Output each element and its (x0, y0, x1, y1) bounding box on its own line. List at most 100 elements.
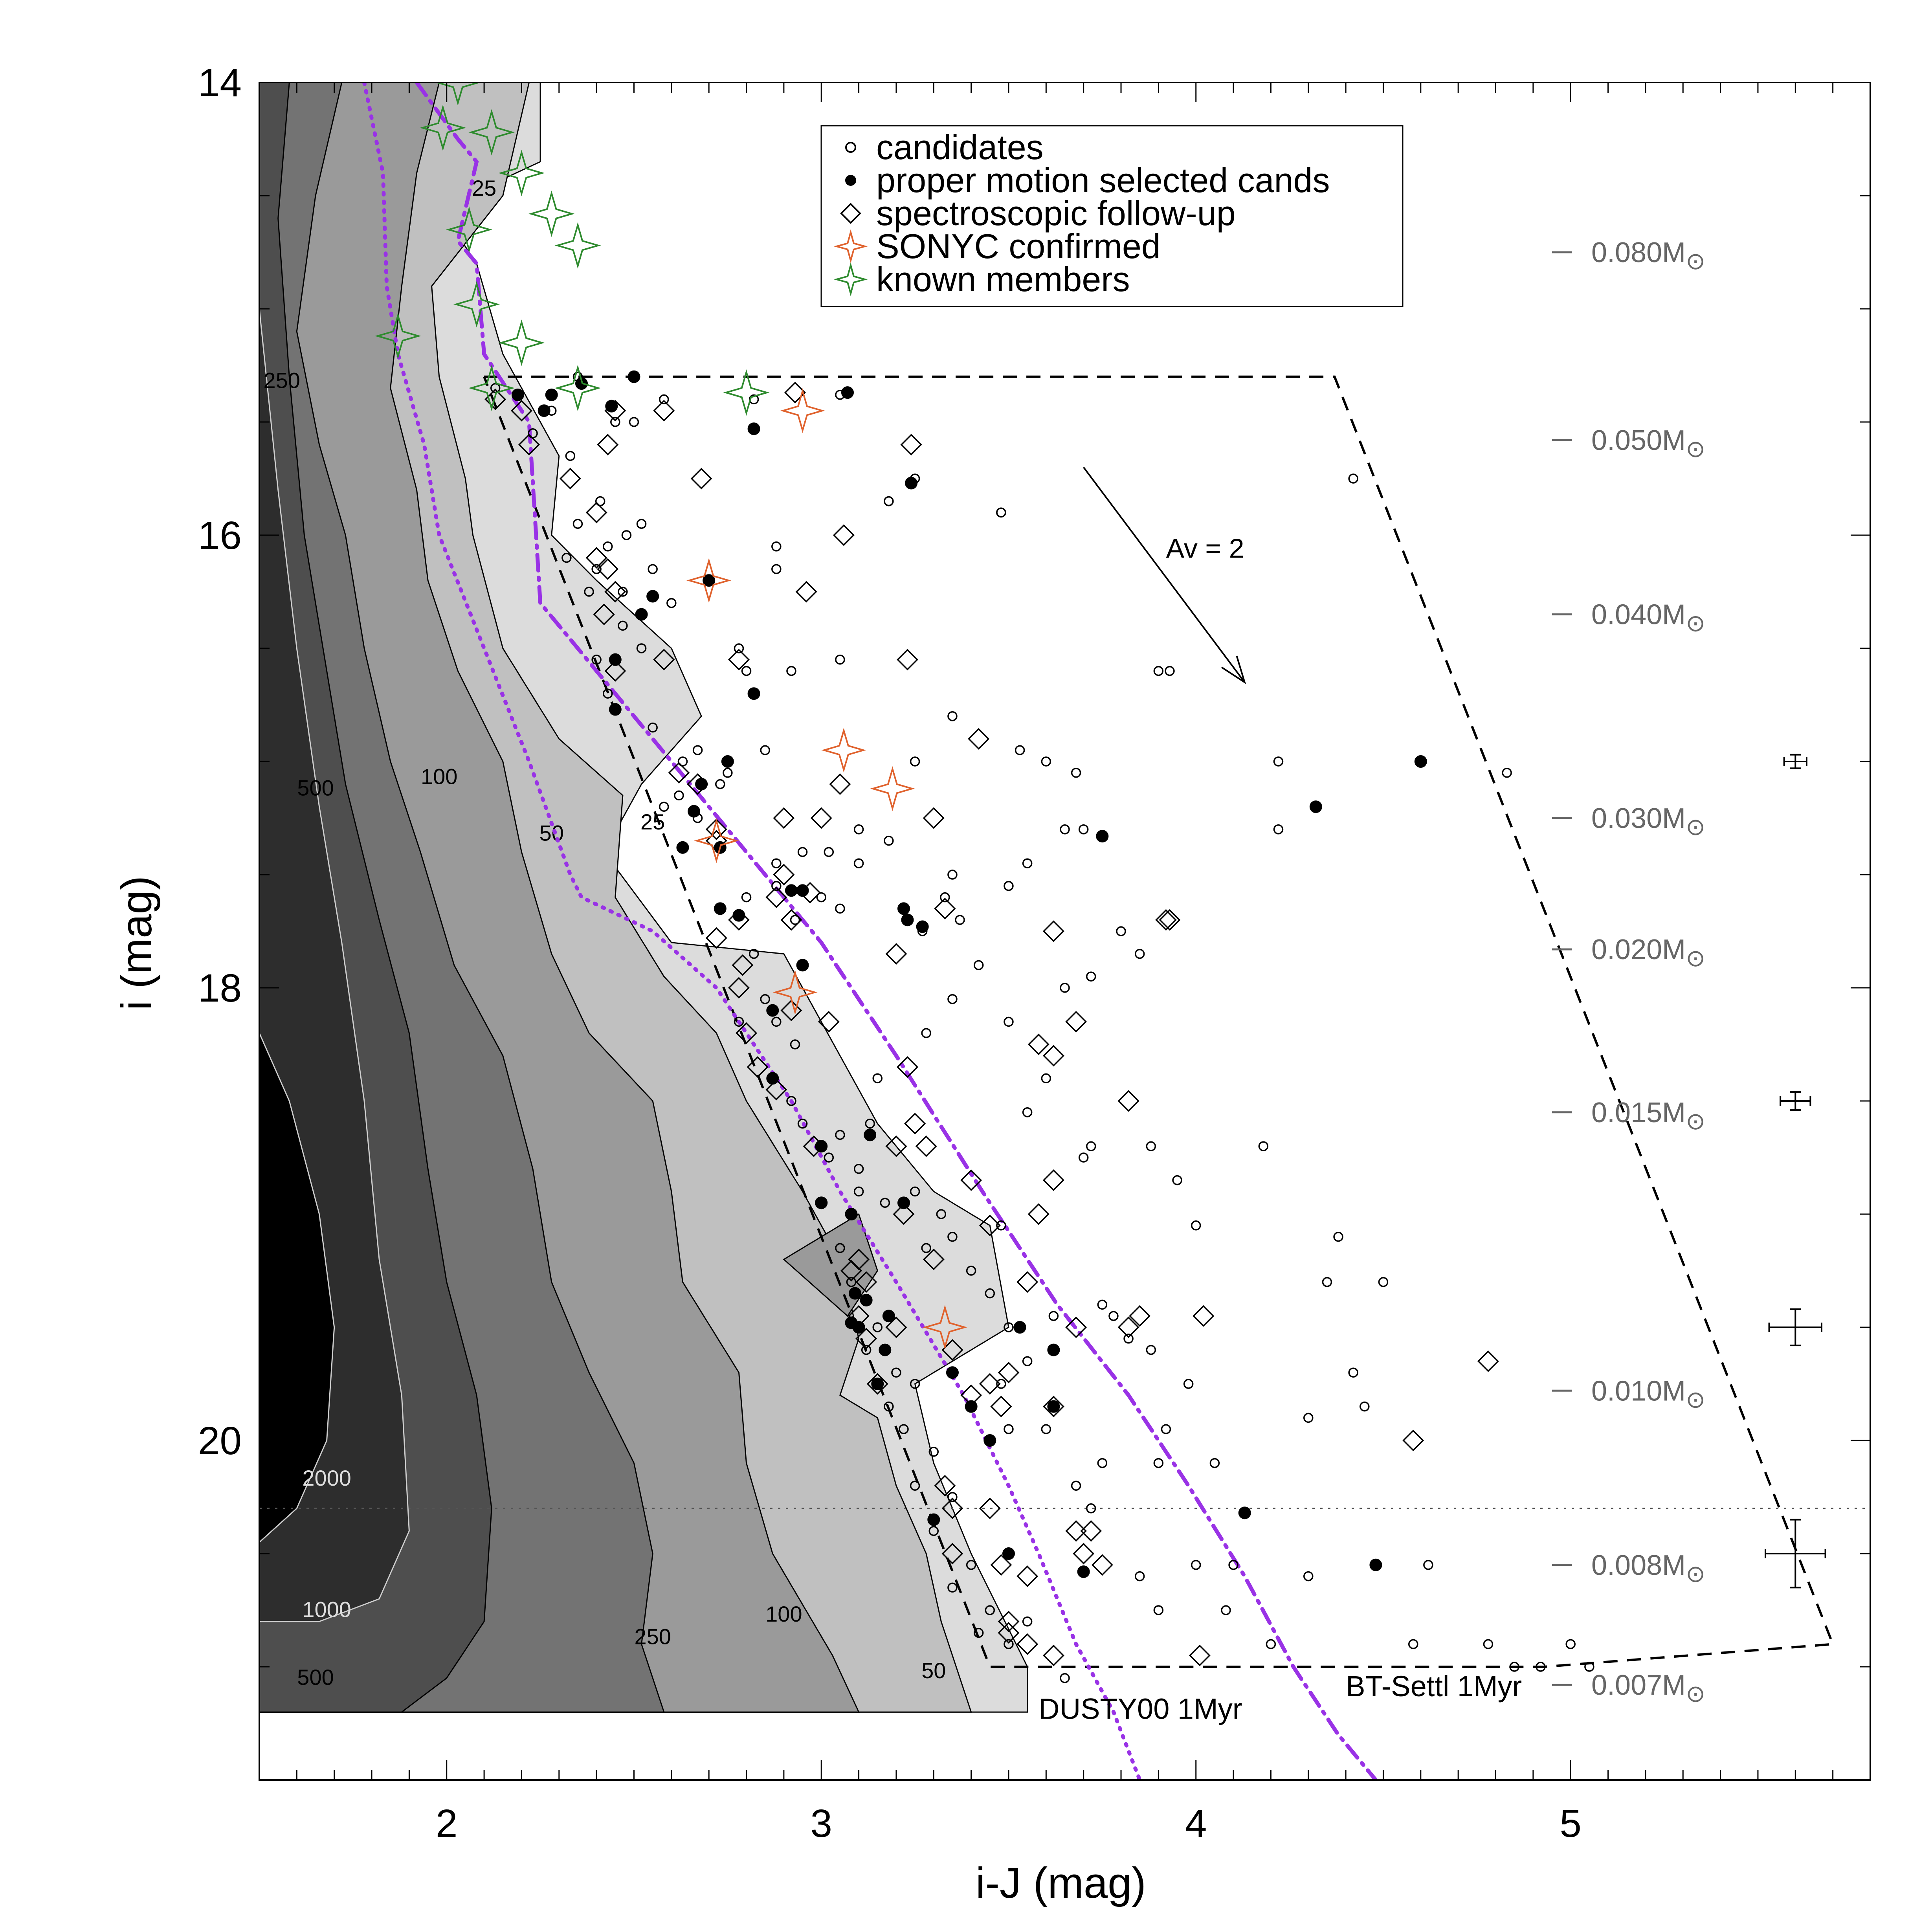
candidate-point (1502, 768, 1512, 778)
candidate-point (880, 1198, 890, 1208)
candidate-point (760, 745, 770, 755)
mass-sun-symbol: ⊙ (1686, 1681, 1705, 1707)
contour-label: 100 (765, 1602, 802, 1626)
spectroscopic-diamond (1189, 1644, 1211, 1666)
spectroscopic-diamond (653, 400, 675, 422)
candidate-point (1408, 1639, 1418, 1649)
candidate-point (1134, 1571, 1145, 1582)
spectroscopic-diamond (1402, 1429, 1424, 1451)
av-label: Av = 2 (1166, 533, 1244, 564)
spectroscopic-diamond (799, 882, 821, 904)
proper-motion-point (695, 778, 708, 791)
candidate-point (1303, 1571, 1314, 1582)
proper-motion-point (965, 1400, 978, 1413)
candidate-point (659, 802, 669, 812)
spectroscopic-diamond (690, 468, 712, 490)
proper-motion-point (1096, 830, 1109, 843)
proper-motion-point (703, 574, 716, 587)
proper-motion-point (766, 1004, 779, 1017)
known-member-star (453, 281, 500, 328)
mass-sun-symbol: ⊙ (1686, 248, 1705, 274)
spectroscopic-diamond (795, 581, 817, 603)
candidate-point (572, 519, 583, 529)
candidate-point (1183, 1379, 1194, 1389)
candidate-point (1565, 1639, 1576, 1649)
proper-motion-point (852, 1321, 865, 1334)
spectroscopic-diamond (923, 1248, 945, 1270)
candidate-point (985, 1605, 995, 1615)
candidate-point (790, 915, 800, 925)
proper-motion-point (676, 841, 689, 854)
candidate-point (835, 903, 845, 914)
spectroscopic-diamond (1129, 1305, 1151, 1327)
spectroscopic-diamond (728, 649, 750, 671)
known-member-star (554, 222, 601, 269)
candidate-point (865, 1118, 875, 1129)
candidate-point (666, 598, 677, 608)
spectroscopic-diamond (1091, 1554, 1113, 1576)
selection-box-outline (483, 375, 1835, 1668)
proper-motion-point (860, 1294, 873, 1306)
spectroscopic-diamond (1042, 1644, 1064, 1666)
candidate-point (921, 1028, 931, 1038)
candidate-point (891, 1367, 901, 1378)
candidate-point (853, 1164, 864, 1174)
legend-marker-dot (845, 175, 856, 186)
candidate-point (1134, 949, 1145, 959)
spectroscopic-diamond (979, 1497, 1001, 1519)
spectroscopic-diamond (1016, 1633, 1038, 1655)
candidate-point (797, 847, 808, 857)
legend-label: proper motion selected cands (876, 161, 1330, 200)
candidate-point (790, 1039, 800, 1049)
spectroscopic-diamond (765, 886, 787, 908)
candidate-point (692, 745, 703, 755)
candidate-point (824, 1152, 834, 1163)
candidate-point (1266, 1639, 1276, 1649)
candidate-point (734, 1016, 744, 1027)
candidate-point (561, 552, 572, 563)
x-axis-title: i-J (mag) (976, 1859, 1146, 1907)
candidate-point (835, 1130, 845, 1140)
proper-motion-point (845, 1208, 858, 1220)
candidate-point (966, 1560, 976, 1570)
candidate-point (1228, 1560, 1238, 1570)
candidate-point (996, 507, 1006, 518)
selection-box (483, 375, 1835, 1668)
candidate-point (1022, 858, 1033, 868)
proper-motion-point (901, 914, 914, 927)
candidate-point (565, 451, 576, 461)
sonyc-confirmed-star (694, 818, 739, 863)
legend-label: known members (876, 260, 1130, 299)
candidate-point (636, 519, 647, 529)
proper-motion-point (635, 608, 648, 621)
candidate-point (618, 587, 628, 597)
candidate-point (1273, 756, 1284, 767)
mass-sun-symbol: ⊙ (1686, 945, 1705, 971)
proper-motion-point (732, 909, 745, 922)
spectroscopic-diamond (855, 1328, 877, 1350)
model-dusty00-line (362, 83, 1142, 1780)
proper-motion-point (688, 805, 701, 818)
candidate-point (1041, 1424, 1051, 1434)
spectroscopic-diamond (934, 1475, 956, 1497)
spectroscopic-diamond (1027, 1203, 1049, 1225)
known-member-star (374, 312, 421, 360)
candidate-point (629, 417, 639, 427)
candidate-point (1078, 824, 1089, 835)
x-tick-label: 5 (1560, 1802, 1582, 1846)
candidate-point (910, 1186, 920, 1197)
candidate-point (1108, 1311, 1119, 1321)
proper-motion-point (983, 1434, 996, 1447)
candidate-point (1348, 473, 1358, 484)
spectroscopic-diamond (1016, 1271, 1038, 1293)
candidate-point (816, 892, 826, 903)
proper-motion-point (721, 755, 734, 768)
candidate-point (947, 1492, 958, 1502)
spectroscopic-diamond (934, 897, 956, 919)
spectroscopic-diamond (780, 909, 802, 931)
candidate-point (1004, 1424, 1014, 1434)
y-tick-label: 16 (198, 514, 242, 558)
spectroscopic-diamond (780, 1000, 802, 1022)
spectroscopic-diamond (1016, 1565, 1038, 1587)
